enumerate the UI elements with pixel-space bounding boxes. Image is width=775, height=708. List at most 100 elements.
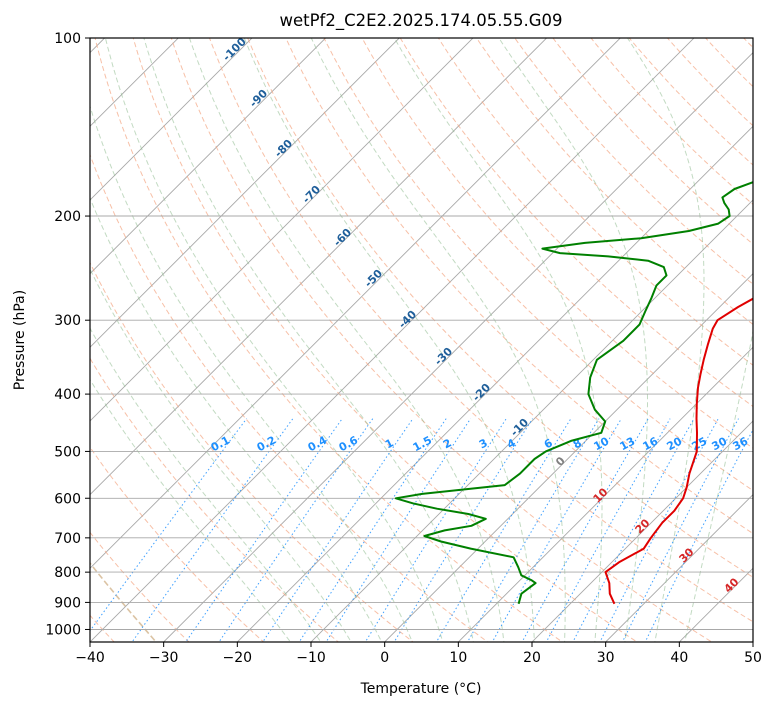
moist-adiabat-line <box>626 38 705 642</box>
isotherm-line <box>383 272 753 642</box>
isotherm-line <box>310 199 753 642</box>
x-tick-label: 40 <box>670 650 688 666</box>
x-tick-label: 30 <box>597 650 615 666</box>
mixing-ratio-label: 1 <box>383 436 396 451</box>
isotherm-line <box>90 38 548 496</box>
y-tick-label: 100 <box>54 31 81 47</box>
mixing-ratio-line <box>621 418 739 642</box>
y-tick-label: 300 <box>54 313 81 329</box>
dry-adiabat-label: -80 <box>272 137 295 160</box>
mixing-ratio-line <box>466 418 600 642</box>
dry-adiabat-label: -30 <box>432 345 455 368</box>
isotherm-line <box>604 493 753 642</box>
dry-adiabat-line <box>170 38 713 642</box>
mixing-ratio-line <box>262 418 414 642</box>
moist-adiabat-line <box>90 196 383 642</box>
dry-adiabat-line <box>90 446 265 642</box>
dry-adiabat-line <box>132 38 638 642</box>
mixing-ratio-label: 16 <box>641 434 661 453</box>
dry-adiabat-line <box>247 38 753 578</box>
mixing-ratio-line <box>491 418 622 642</box>
overlay-labels: -100-90-80-70-60-50-40-30-20-10010203040… <box>209 38 751 596</box>
y-tick-label: 1000 <box>45 622 81 638</box>
dry-adiabat-line <box>285 38 753 535</box>
x-tick-label: −40 <box>75 650 105 666</box>
moist-adiabat-line <box>243 38 535 642</box>
dry-adiabat-line <box>437 38 753 366</box>
mixing-ratio-line <box>131 418 294 642</box>
mixing-ratio-label: 13 <box>618 435 638 454</box>
mixing-ratio-label: 2 <box>441 436 454 451</box>
dry-adiabat-line <box>742 38 753 49</box>
x-tick-label: −10 <box>296 650 326 666</box>
x-tick-label: 0 <box>380 650 389 666</box>
y-tick-label: 800 <box>54 565 81 581</box>
temperature-line <box>604 297 753 605</box>
isotherm-line <box>90 38 695 642</box>
x-tick-label: −30 <box>149 650 179 666</box>
moist-adiabat-label: 40 <box>722 575 742 595</box>
mixing-ratio-label: 30 <box>710 434 730 453</box>
plot-frame <box>89 37 754 643</box>
isotherm-line <box>531 420 753 642</box>
dry-adiabat-label: -70 <box>300 183 323 206</box>
x-tick-label: −20 <box>223 650 253 666</box>
mixing-ratio-line <box>364 418 507 642</box>
moist-adiabat-label: 0 <box>553 454 568 469</box>
mixing-ratio-line <box>90 418 248 632</box>
moist-adiabat-line <box>188 38 505 642</box>
isotherm-line <box>162 51 753 642</box>
y-tick-label: 600 <box>54 491 81 507</box>
dry-adiabat-line <box>399 38 753 408</box>
dry-adiabat-line <box>90 531 190 642</box>
dry-adiabat-line <box>208 38 753 623</box>
moist-adiabats <box>90 38 753 642</box>
dewpoint-line <box>394 181 753 605</box>
dry-adiabat-line <box>90 153 489 642</box>
y-tick-label: 500 <box>54 444 81 460</box>
moist-adiabat-line <box>684 328 753 642</box>
mixing-ratio-line <box>298 418 447 642</box>
dry-adiabat-label: -50 <box>362 267 385 290</box>
dry-adiabat-line <box>666 38 753 127</box>
mixing-ratio-label: 36 <box>731 434 751 453</box>
x-tick-label: 50 <box>744 650 762 666</box>
y-axis-title: Pressure (hPa) <box>12 290 28 390</box>
mixing-ratio-line <box>572 418 695 642</box>
moist-adiabat-line <box>104 38 444 642</box>
chart-title: wetPf2_C2E2.2025.174.05.55.G09 <box>279 11 562 31</box>
isotherm-line <box>90 38 621 569</box>
dry-adiabat-label: -20 <box>470 381 493 404</box>
data-series <box>394 181 753 605</box>
dry-adiabat-line <box>755 11 775 654</box>
isotherm-line <box>236 125 753 642</box>
plot-clip-group: -100-90-80-70-60-50-40-30-20-10010203040… <box>90 11 775 654</box>
dry-adiabat-line <box>90 261 414 642</box>
moist-adiabat-line <box>90 378 292 642</box>
x-axis-title: Temperature (°C) <box>360 681 482 697</box>
isotherm-line <box>90 38 474 422</box>
mixing-ratio-label: 3 <box>477 436 490 451</box>
isotherm-grid <box>90 38 753 642</box>
isotherm-line <box>90 38 327 275</box>
moist-adiabat-label: 30 <box>677 545 697 565</box>
dry-adiabat-line <box>552 38 753 245</box>
moist-adiabat-line <box>90 267 352 642</box>
dry-adiabat-line <box>90 357 340 642</box>
pressure-grid <box>90 38 753 630</box>
y-tick-label: 200 <box>54 209 81 225</box>
moist-adiabat-line <box>90 327 322 642</box>
moist-adiabat-line <box>310 38 566 642</box>
isotherm-line <box>457 346 753 642</box>
moist-adiabat-line <box>498 38 648 642</box>
mixing-ratio-line <box>325 418 472 642</box>
dry-adiabat-line <box>361 38 753 449</box>
dry-adiabat-line <box>94 38 564 642</box>
y-axis: 100 200 300 400 500 600 700 800 900 1000 <box>45 31 90 638</box>
mixing-ratio-line <box>435 418 572 642</box>
x-axis: −40 −30 −20 −10 0 10 20 30 40 50 <box>75 642 762 666</box>
y-tick-label: 900 <box>54 595 81 611</box>
dry-adiabat-label: -10 <box>508 416 531 439</box>
dry-adiabat-line <box>704 38 753 88</box>
